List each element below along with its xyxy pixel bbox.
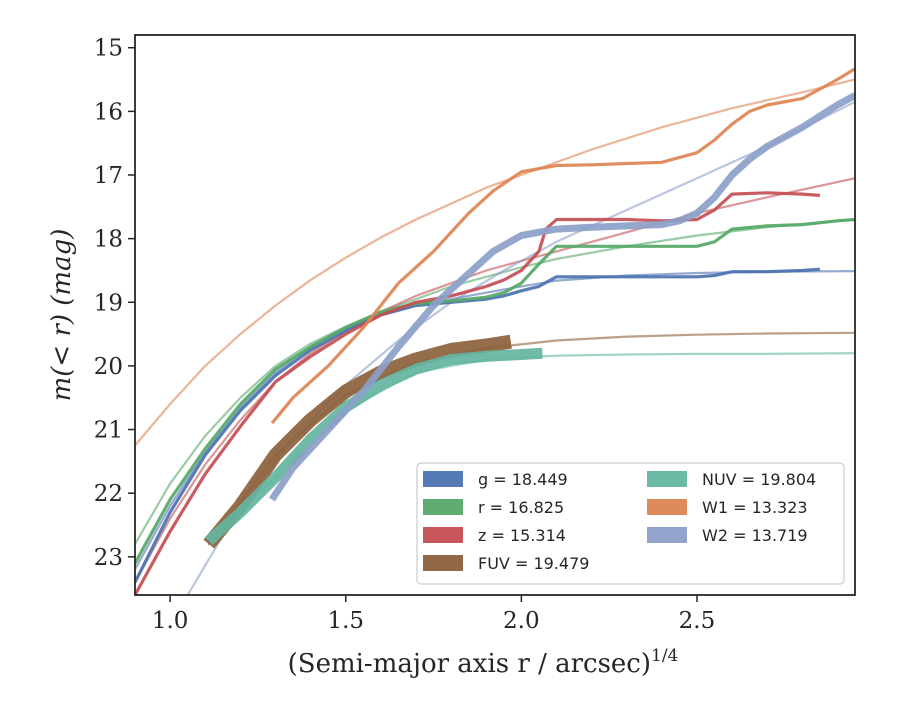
legend-swatch-fuv [423,555,463,571]
y-tick-label: 17 [94,163,123,189]
y-tick-label: 18 [94,227,123,253]
y-axis: 15 16 17 18 19 20 21 22 23 [94,36,135,571]
x-axis-label: (Semi-major axis r / arcsec)1/4 [288,646,679,679]
legend-label-w2: W2 = 13.719 [702,526,808,545]
legend-swatch-g [423,471,463,487]
y-tick-label: 23 [94,545,123,571]
y-tick-label: 21 [94,418,123,444]
y-axis-label: m(< r) (mag) [47,229,77,402]
series-nuv-profile [205,347,543,545]
legend-label-fuv: FUV = 19.479 [478,554,589,573]
y-tick-label: 19 [94,290,123,316]
series-r-profile [135,217,855,564]
legend-swatch-r [423,499,463,515]
series-g-profile [135,267,821,584]
legend-box [416,462,845,585]
x-axis-label-superscript: 1/4 [651,646,678,666]
x-tick-label: 2.0 [503,608,540,634]
y-tick-label: 20 [94,354,123,380]
legend-swatch-w1 [647,499,687,515]
series-z-profile [135,191,821,595]
legend-swatch-z [423,527,463,543]
legend-label-nuv: NUV = 19.804 [702,470,816,489]
legend-label-r: r = 16.825 [478,498,564,517]
x-axis-label-text: (Semi-major axis r / arcsec) [288,649,651,679]
series-w1-model-curve [135,78,855,447]
x-tick-label: 1.5 [327,608,364,634]
series-fuv-profile [203,334,512,549]
legend-swatch-w2 [647,527,687,543]
legend-label-g: g = 18.449 [478,470,568,489]
x-tick-label: 2.5 [679,608,716,634]
legend: g = 18.449 r = 16.825 z = 15.314 FUV = 19.4… [416,462,845,585]
x-axis: 1.0 1.5 2.0 2.5 [152,595,715,634]
legend-swatch-nuv [647,471,687,487]
series-w2-profile [269,92,855,502]
legend-label-w1: W1 = 13.323 [702,498,808,517]
y-tick-label: 15 [94,36,123,62]
y-tick-label: 16 [94,99,123,125]
x-tick-label: 1.0 [152,608,189,634]
legend-label-z: z = 15.314 [478,526,566,545]
series-w1-profile [270,67,855,425]
plot-frame [134,34,856,596]
plot-area [135,67,855,595]
y-tick-label: 22 [94,481,123,507]
series-r-model-curve [135,218,855,546]
